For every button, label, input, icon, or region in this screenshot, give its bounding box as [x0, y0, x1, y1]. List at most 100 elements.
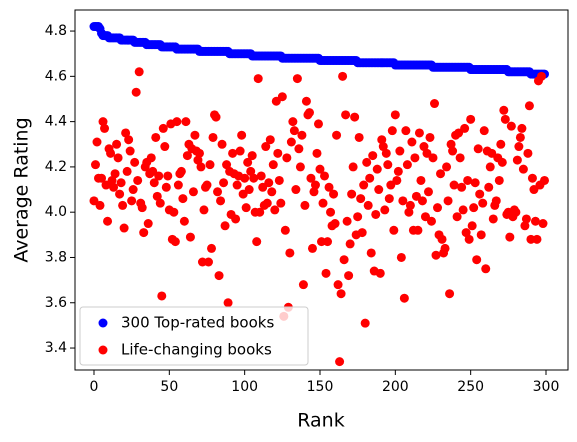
point [445, 289, 455, 299]
point [425, 132, 435, 142]
point [467, 221, 477, 231]
x-tick-label: 50 [160, 379, 178, 395]
point [158, 123, 168, 133]
point [176, 166, 186, 176]
point [113, 153, 123, 163]
point [181, 117, 191, 127]
point [539, 175, 549, 185]
point [276, 198, 286, 208]
point [338, 71, 348, 81]
point [347, 189, 357, 199]
point [443, 196, 453, 206]
point [137, 203, 147, 213]
point [339, 255, 349, 265]
point [97, 173, 107, 183]
point [289, 126, 299, 136]
point [90, 160, 100, 170]
point [217, 139, 227, 149]
point [380, 205, 390, 215]
point [182, 151, 192, 161]
point [237, 130, 247, 140]
y-tick-label: 3.8 [45, 249, 67, 265]
point [342, 216, 352, 226]
point [332, 130, 342, 140]
point [354, 132, 364, 142]
point [172, 117, 182, 127]
point [207, 243, 217, 253]
point [232, 180, 242, 190]
point [146, 153, 156, 163]
point [255, 207, 265, 217]
point [223, 298, 233, 308]
point [500, 114, 510, 124]
point [359, 180, 369, 190]
point [143, 219, 153, 229]
x-tick-label: 100 [231, 379, 258, 395]
point [220, 221, 230, 231]
point [446, 139, 456, 149]
point [216, 196, 226, 206]
point [460, 123, 470, 133]
point [261, 142, 271, 152]
point [205, 160, 215, 170]
point [118, 200, 128, 210]
point [268, 160, 278, 170]
point [252, 237, 262, 247]
point [426, 216, 436, 226]
point [494, 175, 504, 185]
point [139, 228, 149, 238]
point [116, 178, 126, 188]
point [178, 194, 188, 204]
point [151, 132, 161, 142]
legend-marker [98, 318, 108, 328]
point [417, 196, 427, 206]
point [401, 126, 411, 136]
point [199, 205, 209, 215]
point [240, 173, 250, 183]
x-tick-label: 150 [307, 379, 334, 395]
point [449, 180, 459, 190]
point [515, 132, 525, 142]
legend-label: Life-changing books [121, 341, 272, 359]
point [92, 137, 102, 147]
point [280, 225, 290, 235]
point [517, 123, 527, 133]
point [374, 185, 384, 195]
point [511, 207, 521, 217]
point [208, 132, 218, 142]
y-tick-label: 4.2 [45, 159, 67, 175]
point [98, 117, 108, 127]
point [321, 268, 331, 278]
point [193, 155, 203, 165]
point [414, 128, 424, 138]
point [463, 175, 473, 185]
y-tick-label: 4.6 [45, 68, 67, 84]
point [335, 357, 345, 367]
y-tick-label: 4.8 [45, 23, 67, 39]
point [333, 280, 343, 290]
point [399, 293, 409, 303]
point [448, 146, 458, 156]
point [121, 128, 131, 138]
point [512, 155, 522, 165]
point [231, 214, 241, 224]
point [188, 187, 198, 197]
point [478, 198, 488, 208]
point [211, 112, 221, 122]
point [442, 162, 452, 172]
point [115, 189, 125, 199]
point [152, 191, 162, 201]
point [404, 207, 414, 217]
point [267, 187, 277, 197]
point [514, 142, 524, 152]
point [381, 148, 391, 158]
point [134, 67, 144, 77]
point [469, 203, 479, 213]
point [307, 243, 317, 253]
point [247, 151, 257, 161]
point [264, 178, 274, 188]
point [520, 221, 530, 231]
point [124, 135, 134, 145]
point [202, 180, 212, 190]
point [506, 121, 516, 131]
